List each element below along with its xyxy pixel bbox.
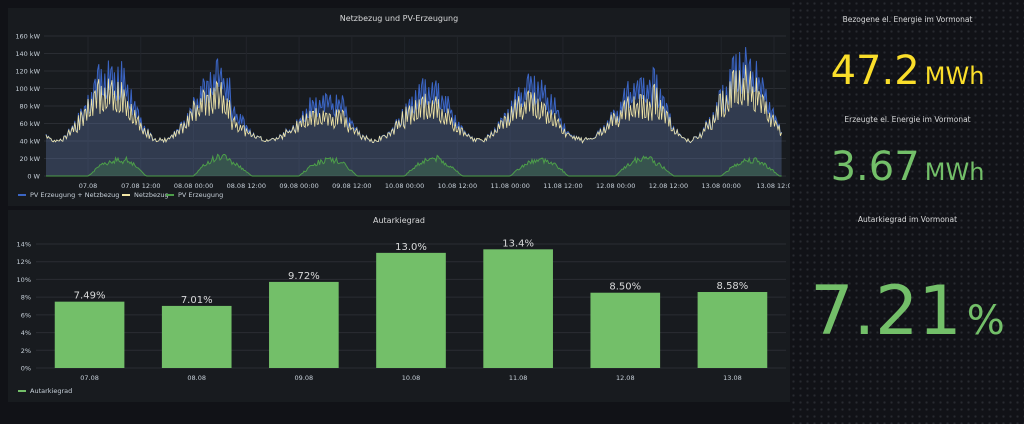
series-line-grid <box>45 64 782 144</box>
y-tick-label: 80 kW <box>19 103 40 111</box>
x-tick-label: 08.08 00:00 <box>174 182 213 190</box>
x-tick-label: 09.08 12:00 <box>332 182 371 190</box>
panel-title: Netzbezug und PV-Erzeugung <box>339 14 459 23</box>
bar <box>269 281 339 368</box>
panel-title: Autarkiegrad <box>373 216 425 225</box>
stat-panel-consumed: Bezogene el. Energie im Vormonat 47.2 MW… <box>795 8 1020 108</box>
x-tick-label: 13.08 00:00 <box>702 182 741 190</box>
x-tick-label: 12.08 <box>616 374 635 382</box>
legend-item-autarky[interactable]: Autarkiegrad <box>18 387 72 395</box>
legend-item-pv[interactable]: PV Erzeugung <box>166 191 223 199</box>
stat-panel-generated: Erzeugte el. Energie im Vormonat 3.67 MW… <box>795 108 1020 208</box>
y-tick-label: 100 kW <box>15 85 40 93</box>
autarky-bar-chart: 0% 2% 4% 6% 8% 10% 12% 14% 7.49% 07.08 7.01% 08.08 9… <box>17 238 786 382</box>
x-tick-label: 07.08 <box>80 374 99 382</box>
x-tick-label: 13.08 12:0 <box>756 182 790 190</box>
bar-value-label: 8.58% <box>717 281 749 292</box>
x-tick-label: 11.08 00:00 <box>490 182 529 190</box>
stat-value: 7.21 % <box>810 272 1005 351</box>
legend-item-pv-plus-grid[interactable]: PV Erzeugung + Netzbezug <box>18 191 119 199</box>
y-tick-label: 4% <box>21 329 31 337</box>
x-tick-label: 09.08 <box>295 374 314 382</box>
bar <box>54 301 125 368</box>
y-tick-label: 60 kW <box>19 120 40 128</box>
y-tick-label: 140 kW <box>15 50 40 58</box>
x-tick-label: 08.08 12:00 <box>227 182 266 190</box>
series-area-pv-plus-grid <box>46 47 782 176</box>
y-tick-label: 0% <box>21 365 31 373</box>
bar-value-label: 7.49% <box>74 291 106 302</box>
y-tick-label: 160 kW <box>15 33 40 41</box>
x-tick-label: 11.08 <box>509 374 528 382</box>
bar <box>697 292 768 368</box>
x-tick-label: 11.08 12:00 <box>543 182 582 190</box>
series-line-pv <box>46 153 782 177</box>
bar-value-label: 7.01% <box>181 295 213 306</box>
stat-value: 3.67 MWh <box>830 144 985 190</box>
bar-value-label: 9.72% <box>288 271 320 282</box>
x-tick-label: 07.08 <box>79 182 98 190</box>
y-tick-label: 0 W <box>27 173 40 181</box>
x-tick-label: 07.08 12:00 <box>121 182 160 190</box>
bar-value-label: 8.50% <box>609 282 641 293</box>
y-tick-label: 120 kW <box>15 68 40 76</box>
x-tick-label: 13.08 <box>723 374 742 382</box>
x-tick-label: 12.08 12:00 <box>649 182 688 190</box>
bar <box>590 292 661 368</box>
bar <box>483 249 553 368</box>
bar <box>161 305 232 368</box>
x-tick-label: 08.08 <box>187 374 206 382</box>
y-tick-label: 14% <box>17 241 31 249</box>
stat-title: Autarkiegrad im Vormonat <box>857 215 958 224</box>
bar <box>376 252 446 368</box>
y-tick-label: 6% <box>21 311 31 319</box>
x-tick-label: 10.08 <box>402 374 421 382</box>
stat-title: Bezogene el. Energie im Vormonat <box>842 15 973 24</box>
bar-value-label: 13.4% <box>502 238 534 249</box>
stat-panel-autarky: Autarkiegrad im Vormonat 7.21 % <box>795 208 1020 403</box>
y-tick-label: 8% <box>21 294 31 302</box>
stat-title: Erzeugte el. Energie im Vormonat <box>844 115 971 124</box>
energy-timeseries-chart: 0 W 20 kW 40 kW 60 kW 80 kW 100 kW 120 kW 140 k… <box>15 33 790 191</box>
x-tick-label: 12.08 00:00 <box>596 182 635 190</box>
stat-value: 47.2 MWh <box>830 48 985 94</box>
x-tick-label: 09.08 00:00 <box>279 182 318 190</box>
y-tick-label: 10% <box>17 276 31 284</box>
y-tick-label: 12% <box>17 258 31 266</box>
y-tick-label: 2% <box>21 347 31 355</box>
legend-item-grid[interactable]: Netzbezug <box>122 191 169 199</box>
y-tick-label: 40 kW <box>19 138 40 146</box>
autarky-bar-panel: Autarkiegrad 0% 2% 4% 6% 8% 10% 12% 14% 7.49% 07.… <box>8 210 790 402</box>
background-pattern <box>790 0 1024 424</box>
x-tick-label: 10.08 00:00 <box>385 182 424 190</box>
energy-timeseries-panel: Netzbezug und PV-Erzeugung 0 W 20 kW 40 kW… <box>8 8 790 206</box>
y-tick-label: 20 kW <box>19 155 40 163</box>
bar-value-label: 13.0% <box>395 242 427 253</box>
x-tick-label: 10.08 12:00 <box>438 182 477 190</box>
